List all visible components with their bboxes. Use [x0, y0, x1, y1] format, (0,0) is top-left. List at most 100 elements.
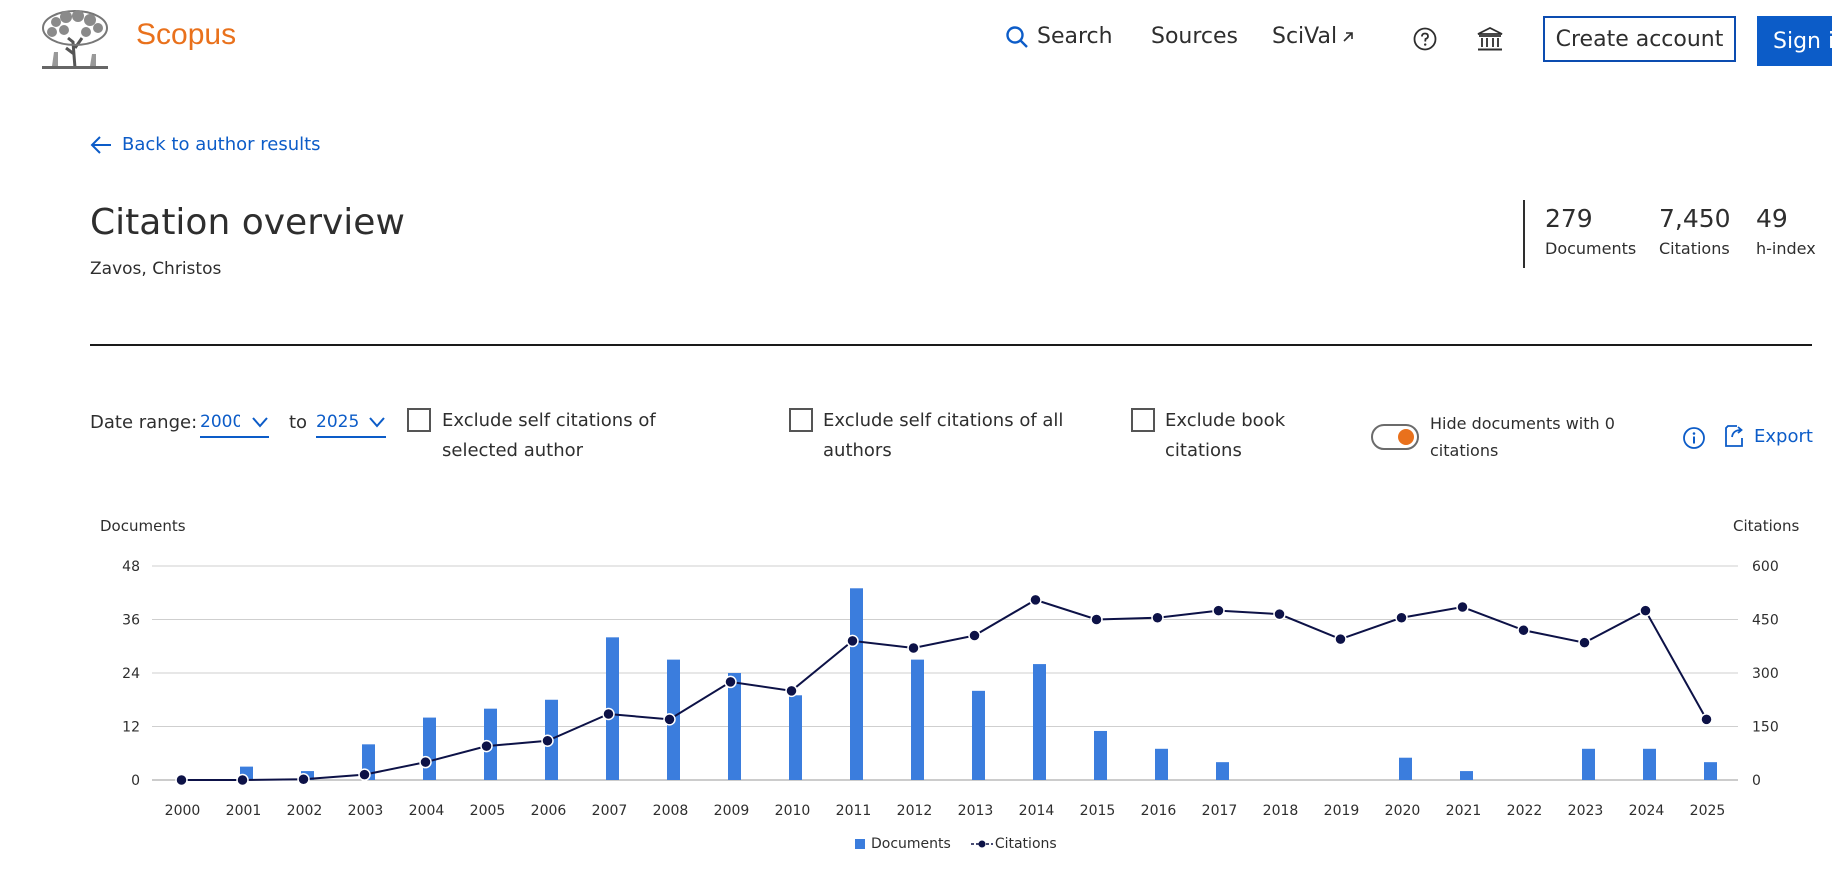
x-tick-label: 2009	[714, 803, 750, 819]
back-link-label: Back to author results	[122, 134, 321, 155]
bar-documents	[1399, 757, 1412, 780]
exclude-self-selected-checkbox[interactable]	[407, 408, 431, 432]
x-tick-label: 2015	[1080, 803, 1116, 819]
metrics-divider	[1523, 200, 1525, 268]
y-tick-right: 450	[1752, 613, 1779, 629]
y-tick-right: 150	[1752, 720, 1779, 736]
x-tick-label: 2006	[531, 803, 567, 819]
exclude-self-all-checkbox[interactable]	[789, 408, 813, 432]
bar-documents	[1094, 730, 1107, 780]
x-tick-label: 2023	[1568, 803, 1604, 819]
x-tick-label: 2017	[1202, 803, 1238, 819]
y-axis-right-title: Citations	[1733, 517, 1800, 535]
metric-citations: 7,450 Citations	[1659, 204, 1731, 258]
nav-sources[interactable]: Sources	[1151, 24, 1238, 49]
x-tick-label: 2025	[1690, 803, 1726, 819]
chevron-down-icon	[252, 417, 268, 428]
date-to-select[interactable]: 2025	[316, 412, 386, 438]
elsevier-tree-logo[interactable]	[38, 8, 112, 72]
legend-label: Documents	[871, 836, 951, 852]
x-tick-label: 2018	[1263, 803, 1299, 819]
point-citations	[1395, 611, 1408, 624]
series-line-citations	[181, 598, 1708, 781]
nav-search-label: Search	[1037, 24, 1113, 49]
bar-documents	[789, 695, 802, 780]
search-icon	[1006, 25, 1028, 48]
point-citations	[907, 641, 920, 655]
nav-search[interactable]: Search	[1005, 24, 1113, 49]
author-name[interactable]: Zavos, Christos	[90, 259, 222, 279]
point-citations	[175, 773, 188, 787]
metric-value: 279	[1545, 204, 1593, 233]
info-icon[interactable]	[1682, 426, 1706, 450]
bar-documents	[728, 673, 741, 780]
exclude-book-checkbox[interactable]	[1131, 408, 1155, 432]
metric-label: Citations	[1659, 239, 1730, 258]
bar-documents	[972, 690, 985, 780]
point-citations	[1334, 632, 1347, 646]
toggle-knob	[1398, 429, 1414, 445]
x-tick-label: 2002	[287, 803, 323, 819]
x-tick-label: 2019	[1324, 803, 1360, 819]
metric-h-index: 49 h-index	[1756, 204, 1816, 258]
bar-documents	[1216, 762, 1229, 780]
point-citations	[419, 755, 432, 769]
nav-sources-label: Sources	[1151, 24, 1239, 49]
bar-documents	[1460, 771, 1473, 780]
date-from-select[interactable]: 2000	[200, 412, 269, 438]
x-tick-label: 2008	[653, 803, 689, 819]
point-citations	[602, 707, 615, 721]
legend-item-documents[interactable]: Documents	[855, 836, 951, 852]
citation-chart: 0 0 12 150 24 300 36 450 48 600 2000 2001 2002 2003 20…	[122, 559, 1779, 819]
exclude-self-all-label[interactable]: Exclude self citations of all authors	[823, 410, 1064, 461]
point-citations	[1029, 593, 1042, 607]
export-label: Export	[1754, 425, 1813, 447]
metric-value: 7,450	[1659, 204, 1731, 233]
nav-scival-label: SciVal	[1272, 24, 1338, 49]
back-to-results-link[interactable]: Back to author results	[90, 134, 321, 155]
point-citations	[1639, 604, 1652, 617]
point-citations	[1578, 636, 1591, 649]
bar-documents	[1704, 762, 1717, 780]
bar-documents	[1582, 748, 1595, 780]
y-tick-left: 24	[122, 666, 140, 682]
point-citations	[236, 773, 249, 787]
export-button[interactable]: Export	[1724, 424, 1813, 448]
point-citations	[785, 684, 798, 698]
legend-item-citations[interactable]: Citations	[970, 836, 1057, 852]
y-tick-right: 600	[1752, 559, 1779, 575]
x-tick-label: 2016	[1141, 803, 1177, 819]
nav-scival[interactable]: SciVal	[1272, 24, 1355, 49]
exclude-self-selected-label[interactable]: Exclude self citations of selected autho…	[442, 410, 656, 461]
bar-documents	[911, 659, 924, 780]
x-tick-label: 2003	[348, 803, 384, 819]
point-citations	[297, 773, 310, 786]
chevron-down-icon	[369, 417, 385, 428]
point-citations	[1090, 613, 1103, 626]
bar-documents	[423, 717, 436, 780]
metric-label: h-index	[1756, 239, 1816, 258]
exclude-book-label[interactable]: Exclude book citations	[1165, 410, 1286, 461]
point-citations	[1212, 604, 1225, 617]
x-tick-label: 2021	[1446, 803, 1482, 819]
help-icon[interactable]	[1413, 27, 1437, 55]
institution-icon[interactable]	[1476, 26, 1504, 56]
x-tick-label: 2000	[165, 803, 201, 819]
x-tick-label: 2014	[1019, 803, 1055, 819]
x-tick-label: 2024	[1629, 803, 1665, 819]
bar-documents	[850, 588, 863, 780]
x-tick-label: 2020	[1385, 803, 1421, 819]
y-tick-right: 300	[1752, 666, 1779, 682]
hide-zero-toggle[interactable]	[1371, 424, 1419, 450]
brand-name[interactable]: Scopus	[136, 18, 237, 51]
metric-label: Documents	[1545, 239, 1637, 258]
date-to-value: 2025	[316, 412, 360, 432]
legend-swatch-citations	[970, 840, 993, 848]
x-tick-label: 2022	[1507, 803, 1543, 819]
sign-in-button[interactable]: Sign i	[1757, 16, 1832, 66]
y-tick-left: 0	[131, 773, 140, 789]
point-citations	[968, 629, 981, 642]
bar-documents	[1155, 748, 1168, 780]
create-account-button[interactable]: Create account	[1543, 16, 1736, 62]
x-tick-label: 2011	[836, 803, 872, 819]
